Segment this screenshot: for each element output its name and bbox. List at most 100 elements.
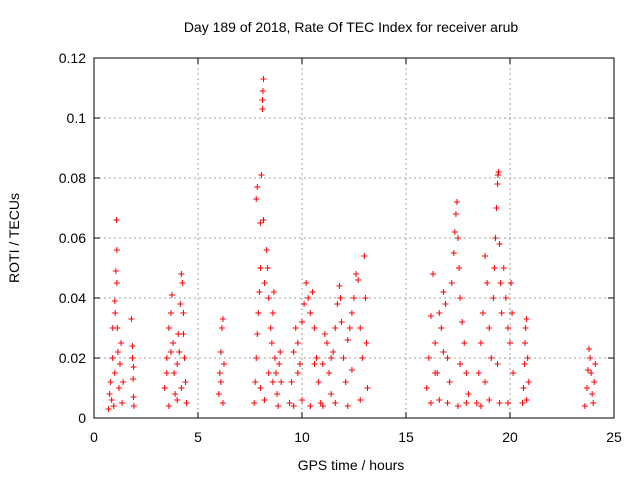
data-point <box>294 340 301 346</box>
data-point <box>128 316 135 322</box>
data-point <box>521 361 528 367</box>
data-point <box>176 349 183 355</box>
data-point <box>521 340 528 346</box>
data-point <box>296 361 303 367</box>
data-point <box>461 340 468 346</box>
data-point <box>509 310 516 316</box>
data-point <box>277 349 284 355</box>
data-point <box>486 325 493 331</box>
data-point <box>117 361 123 367</box>
data-point <box>432 340 439 346</box>
x-tick-label: 25 <box>606 429 622 445</box>
data-point <box>348 310 355 316</box>
data-point <box>425 355 432 361</box>
data-point <box>455 403 461 409</box>
data-point <box>342 379 349 385</box>
data-point <box>486 397 493 403</box>
data-point <box>484 280 491 286</box>
data-point <box>504 325 511 331</box>
data-point <box>488 355 495 361</box>
data-point <box>161 385 168 391</box>
data-point <box>170 340 177 346</box>
x-axis-label: GPS time / hours <box>298 457 405 473</box>
data-point <box>492 235 499 241</box>
y-tick-label: 0.06 <box>59 230 86 246</box>
data-point <box>477 403 484 409</box>
data-point <box>218 325 225 331</box>
data-point <box>500 265 507 271</box>
data-point <box>257 265 264 271</box>
data-point <box>321 331 328 337</box>
data-point <box>182 379 189 385</box>
data-point <box>118 340 125 346</box>
data-point <box>276 361 283 367</box>
data-point <box>256 289 263 295</box>
data-point <box>496 400 503 406</box>
data-point <box>590 400 597 406</box>
data-point <box>221 361 227 367</box>
data-point <box>438 325 445 331</box>
data-point <box>113 217 120 223</box>
data-point <box>451 229 458 235</box>
data-point <box>107 379 114 385</box>
data-point <box>498 310 505 316</box>
data-point <box>463 370 470 376</box>
data-point <box>336 283 343 289</box>
data-point <box>175 331 182 337</box>
x-tick-label: 20 <box>502 429 518 445</box>
data-point <box>448 280 455 286</box>
data-point <box>261 397 268 403</box>
data-point <box>219 316 226 322</box>
data-point <box>523 397 530 403</box>
data-point <box>588 370 595 376</box>
data-point <box>254 331 261 337</box>
data-point <box>495 169 502 175</box>
data-point <box>129 355 136 361</box>
data-point <box>364 385 371 391</box>
data-point <box>115 385 122 391</box>
data-point <box>494 172 501 178</box>
data-point <box>436 310 443 316</box>
data-point <box>477 340 484 346</box>
chart-title: Day 189 of 2018, Rate Of TEC Index for r… <box>184 19 519 35</box>
data-point <box>522 325 529 331</box>
data-point <box>586 346 593 352</box>
data-point <box>456 265 463 271</box>
data-point <box>332 400 339 406</box>
data-point <box>278 379 285 385</box>
data-point <box>432 370 439 376</box>
data-point <box>114 349 121 355</box>
y-tick-label: 0.1 <box>67 110 87 126</box>
data-point <box>430 271 437 277</box>
data-point <box>427 400 434 406</box>
y-tick-label: 0.04 <box>59 290 86 306</box>
data-point <box>463 400 470 406</box>
data-point <box>252 379 259 385</box>
data-point <box>111 298 118 304</box>
y-tick-label: 0.12 <box>59 50 86 66</box>
data-point <box>525 379 532 385</box>
data-point <box>303 280 310 286</box>
data-point <box>265 370 272 376</box>
data-point <box>255 310 262 316</box>
data-point <box>493 205 500 211</box>
data-point <box>177 301 184 307</box>
data-point <box>301 301 308 307</box>
data-point <box>581 403 588 409</box>
data-point <box>510 370 517 376</box>
data-point <box>165 325 172 331</box>
data-point <box>482 379 489 385</box>
data-point <box>174 361 181 367</box>
data-point <box>348 367 355 373</box>
data-point <box>261 280 268 286</box>
data-point <box>344 403 351 409</box>
data-point <box>288 379 295 385</box>
x-tick-label: 10 <box>294 429 310 445</box>
data-point <box>523 316 530 322</box>
data-point <box>502 295 509 301</box>
data-point <box>363 340 370 346</box>
data-point <box>109 325 116 331</box>
data-point <box>357 397 364 403</box>
data-point <box>216 370 223 376</box>
